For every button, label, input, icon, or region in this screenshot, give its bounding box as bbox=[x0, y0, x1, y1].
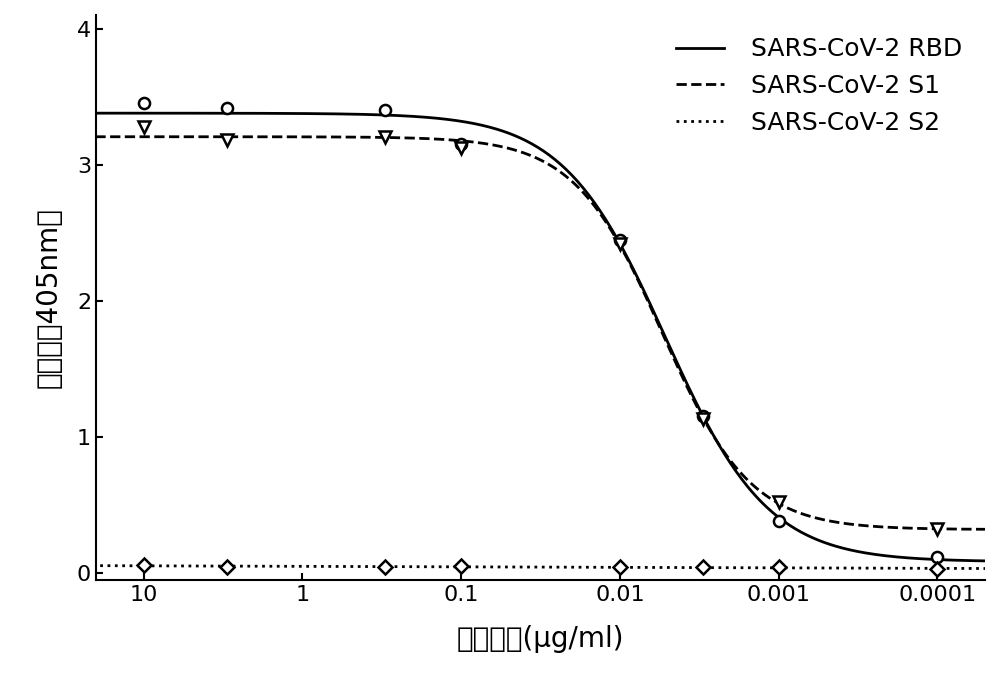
Line: SARS-CoV-2 RBD: SARS-CoV-2 RBD bbox=[64, 113, 1000, 561]
SARS-CoV-2 RBD bbox=[558, 164, 570, 172]
SARS-CoV-2 S2 bbox=[81, 561, 93, 569]
SARS-CoV-2 S1 bbox=[558, 171, 570, 179]
Line: SARS-CoV-2 S1: SARS-CoV-2 S1 bbox=[64, 137, 1000, 529]
Legend: SARS-CoV-2 RBD, SARS-CoV-2 S1, SARS-CoV-2 S2: SARS-CoV-2 RBD, SARS-CoV-2 S1, SARS-CoV-… bbox=[659, 27, 972, 145]
SARS-CoV-2 S2 bbox=[558, 563, 570, 572]
SARS-CoV-2 S1 bbox=[58, 133, 70, 141]
SARS-CoV-2 RBD bbox=[81, 109, 93, 117]
Y-axis label: 吸光度（405nm）: 吸光度（405nm） bbox=[35, 207, 63, 388]
SARS-CoV-2 S1 bbox=[230, 133, 242, 141]
SARS-CoV-2 RBD bbox=[58, 109, 70, 117]
SARS-CoV-2 S1 bbox=[553, 166, 565, 175]
SARS-CoV-2 RBD bbox=[495, 127, 507, 135]
SARS-CoV-2 S2 bbox=[553, 563, 565, 572]
SARS-CoV-2 S1 bbox=[495, 143, 507, 151]
SARS-CoV-2 S2 bbox=[495, 563, 507, 571]
SARS-CoV-2 S2 bbox=[444, 563, 456, 571]
SARS-CoV-2 S2 bbox=[230, 562, 242, 570]
SARS-CoV-2 RBD bbox=[444, 116, 456, 124]
SARS-CoV-2 RBD bbox=[230, 109, 242, 117]
SARS-CoV-2 S1 bbox=[444, 136, 456, 144]
SARS-CoV-2 RBD bbox=[553, 158, 565, 166]
X-axis label: 抗体浓度(μg/ml): 抗体浓度(μg/ml) bbox=[457, 625, 624, 653]
SARS-CoV-2 S1 bbox=[81, 133, 93, 141]
Line: SARS-CoV-2 S2: SARS-CoV-2 S2 bbox=[64, 565, 1000, 569]
SARS-CoV-2 S2 bbox=[58, 561, 70, 569]
